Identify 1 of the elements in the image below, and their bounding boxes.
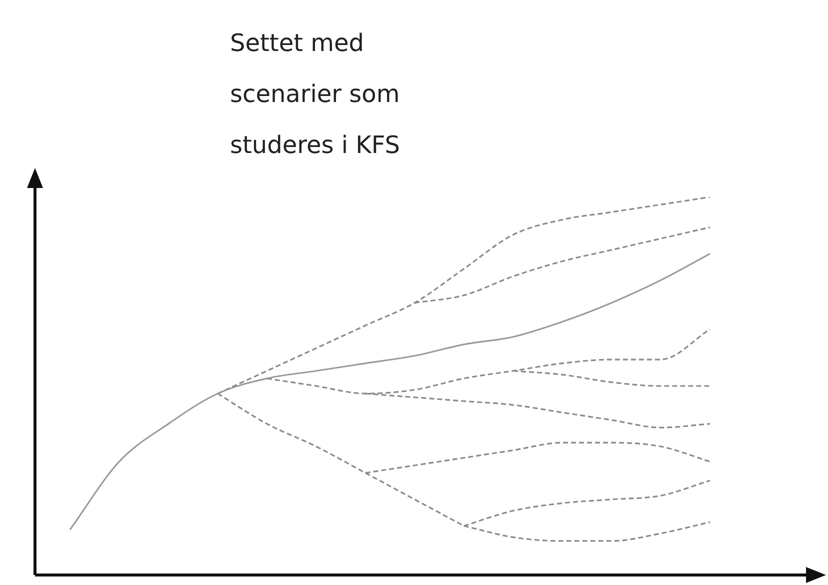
chart-title: Settet med scenarier som studeres i KFS	[230, 28, 400, 161]
